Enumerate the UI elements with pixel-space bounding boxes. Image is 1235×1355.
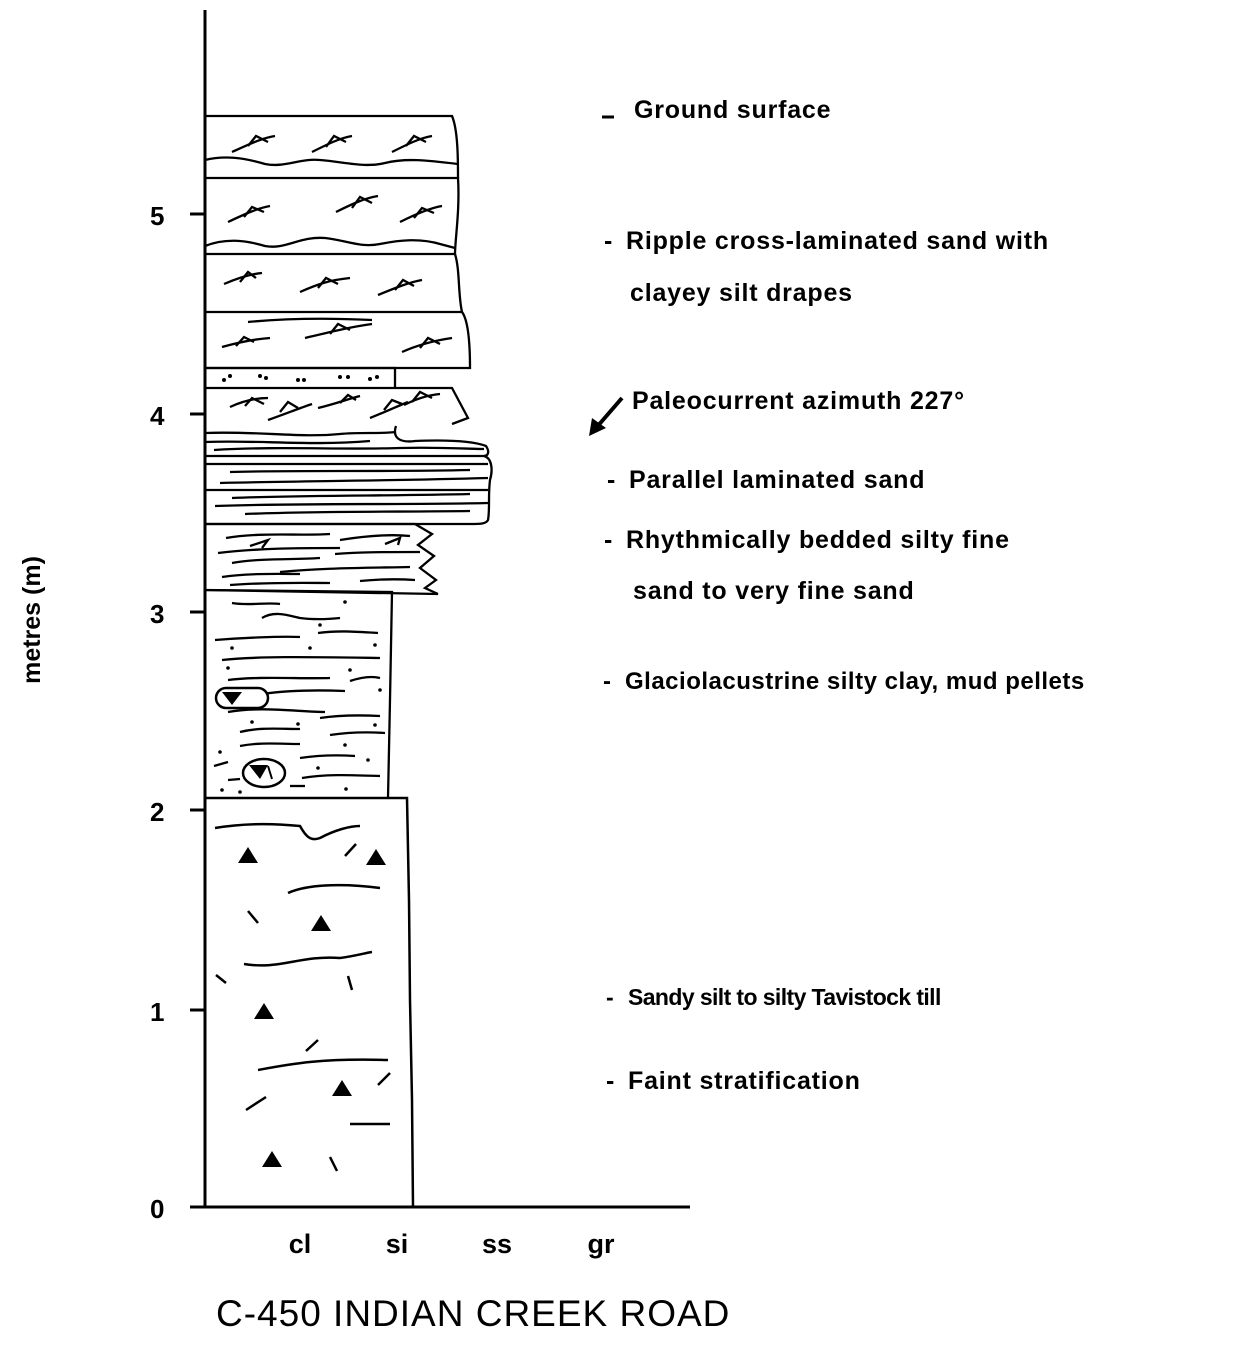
silt-dot — [308, 646, 312, 650]
silt-dot — [296, 722, 300, 726]
y-axis-title: metres (m) — [18, 556, 46, 684]
sand-dot — [368, 377, 372, 381]
grain-label-si: si — [386, 1229, 409, 1259]
y-tick-label: 4 — [150, 401, 165, 431]
sand-dot — [228, 374, 232, 378]
silt-dot — [226, 666, 230, 670]
grain-label-gr: gr — [588, 1229, 615, 1259]
sand-dot — [258, 374, 262, 378]
silt-dot — [348, 668, 352, 672]
silt-dot — [218, 750, 222, 754]
grain-size-labels: cl si ss gr — [289, 1229, 615, 1259]
ripple-unit-upper — [204, 114, 472, 370]
y-tick-label: 1 — [150, 997, 164, 1027]
silt-dot — [343, 743, 347, 747]
y-tick-label: 3 — [150, 599, 164, 629]
mud-pellet-upper — [214, 686, 270, 710]
silt-dot — [220, 788, 224, 792]
mud-pellet-lower — [241, 757, 287, 789]
till-clast-icon — [254, 1003, 274, 1019]
rhythmic-unit — [203, 522, 439, 596]
mud-pellet-icon — [222, 692, 242, 705]
silt-dot — [316, 766, 320, 770]
desc-rhythmic-line2: sand to very fine sand — [633, 577, 915, 605]
ripple-unit-lower — [204, 386, 490, 458]
silt-dot — [230, 646, 234, 650]
grain-label-cl: cl — [289, 1229, 312, 1259]
till-clasts — [238, 847, 386, 1167]
till-clast-icon — [262, 1151, 282, 1167]
axes — [190, 10, 690, 1209]
silt-dot — [366, 758, 370, 762]
sand-dot — [302, 378, 306, 382]
till-clast-icon — [238, 847, 258, 863]
sand-dot — [222, 378, 226, 382]
desc-faint-stratification: - Faint stratification — [606, 1067, 861, 1095]
silt-dot — [343, 600, 347, 604]
sand-dot — [264, 376, 268, 380]
till-unit — [205, 796, 415, 1208]
paleocurrent-arrow-icon — [589, 396, 624, 436]
silt-dot — [318, 623, 322, 627]
desc-till: - Sandy silt to silty Tavistock till — [606, 984, 941, 1010]
desc-ripple-line2: clayey silt drapes — [630, 279, 853, 307]
silt-dot — [344, 787, 348, 791]
silt-dot — [373, 723, 377, 727]
desc-glaciolacustrine: - Glaciolacustrine silty clay, mud pellet… — [603, 668, 1085, 695]
desc-ground-surface: Ground surface — [634, 96, 832, 124]
till-clast-icon — [332, 1080, 352, 1096]
till-clast-icon — [311, 915, 331, 931]
desc-parallel: - Parallel laminated sand — [607, 466, 926, 494]
mud-pellet-icon — [249, 765, 268, 779]
sand-dot — [346, 375, 350, 379]
figure-caption: C-450 INDIAN CREEK ROAD — [216, 1293, 731, 1334]
desc-rhythmic-line1: - Rhythmically bedded silty fine — [604, 526, 1010, 554]
desc-paleocurrent: Paleocurrent azimuth 227° — [632, 387, 965, 415]
sand-dot — [296, 378, 300, 382]
thin-sand-bed — [205, 366, 397, 388]
silt-dot — [373, 643, 377, 647]
desc-ripple-line1: - Ripple cross-laminated sand with — [604, 227, 1049, 255]
y-tick-label: 5 — [150, 201, 164, 231]
glaciolacustrine-dots — [218, 600, 382, 794]
silt-dot — [378, 688, 382, 692]
sand-dot — [338, 375, 342, 379]
silt-dot — [238, 790, 242, 794]
till-clast-icon — [366, 849, 386, 865]
sand-dot — [375, 375, 379, 379]
y-tick-labels: 0 1 2 3 4 5 — [150, 201, 165, 1224]
y-tick-label: 0 — [150, 1194, 164, 1224]
grain-label-ss: ss — [482, 1229, 512, 1259]
parallel-laminated-unit — [203, 454, 493, 526]
y-tick-label: 2 — [150, 797, 164, 827]
silt-dot — [250, 720, 254, 724]
